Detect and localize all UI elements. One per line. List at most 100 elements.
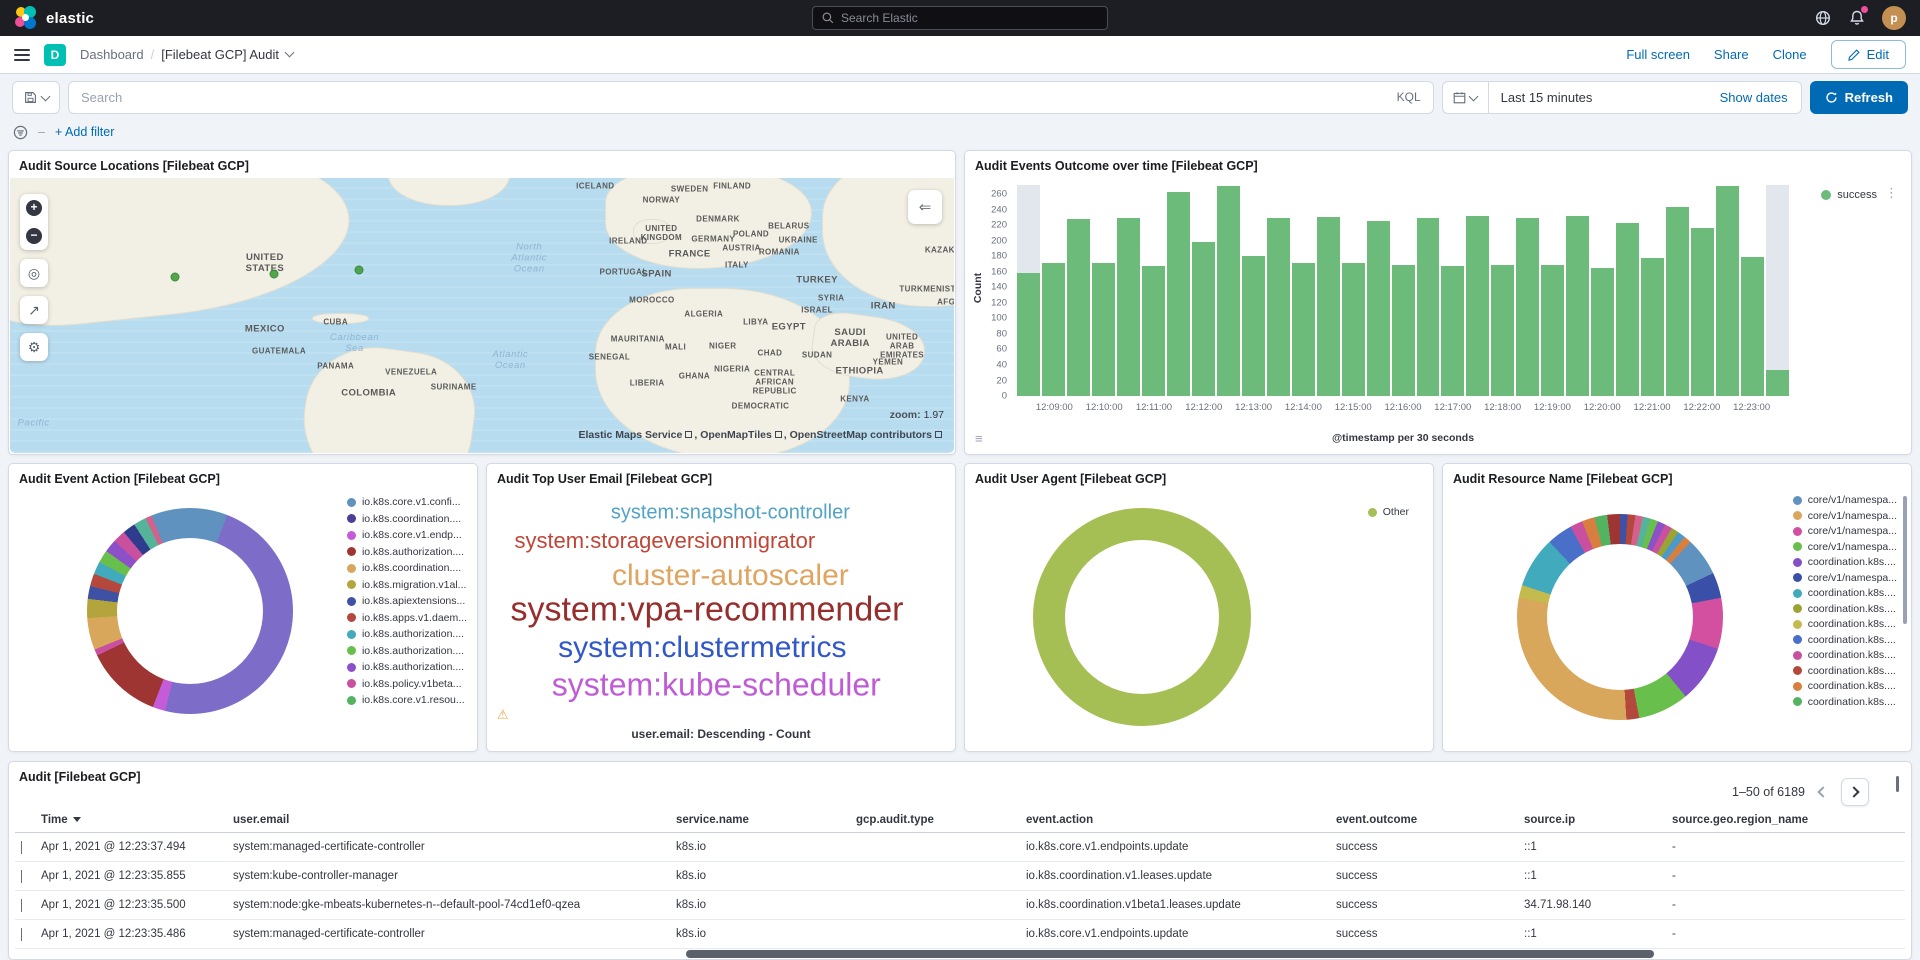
bar[interactable] [1741,257,1765,396]
legend-toggle-icon[interactable]: ≡ [975,431,983,446]
panel-title[interactable]: Audit Event Action [Filebeat GCP] [19,472,220,486]
legend-item[interactable]: coordination.k8s.... [1792,665,1897,677]
bar[interactable] [1416,218,1440,396]
legend-item[interactable]: io.k8s.apps.v1.daem... [346,612,467,624]
bar[interactable] [1017,272,1040,396]
expand-row-icon[interactable] [21,928,22,941]
map-location-dot[interactable] [354,265,364,275]
panel-title[interactable]: Audit Source Locations [Filebeat GCP] [19,159,249,173]
edit-button[interactable]: Edit [1830,40,1906,69]
bar[interactable] [1491,264,1515,396]
column-header-time[interactable]: Time [41,814,233,826]
kql-label[interactable]: KQL [1396,90,1421,104]
bar[interactable] [1616,223,1640,396]
show-dates-button[interactable]: Show dates [1719,89,1788,105]
bar[interactable] [1241,255,1265,396]
tag-cloud-word[interactable]: system:kube-scheduler [551,666,881,703]
panel-title[interactable]: Audit Resource Name [Filebeat GCP] [1453,472,1673,486]
expand-row-icon[interactable] [21,899,22,912]
map-location-dot[interactable] [170,272,180,282]
bar[interactable] [1216,185,1240,396]
bar[interactable] [1516,217,1540,396]
panel-title[interactable]: Audit User Agent [Filebeat GCP] [975,472,1167,486]
legend-item[interactable]: core/v1/namespa... [1792,494,1897,506]
panel-title[interactable]: Audit [Filebeat GCP] [19,770,141,784]
tag-cloud-word[interactable]: system:storageversionmigrator [514,528,816,554]
filter-icon[interactable] [13,125,28,140]
legend-item[interactable]: io.k8s.authorization.... [346,628,467,640]
table-vertical-scrollbar[interactable] [1896,776,1899,792]
legend-item[interactable]: io.k8s.coordination.... [346,562,467,574]
legend-item[interactable]: core/v1/namespa... [1792,510,1897,522]
bar[interactable] [1041,263,1065,396]
legend-item[interactable]: coordination.k8s.... [1792,696,1897,708]
map-zoom-out-button[interactable]: − [20,222,48,250]
kql-search-input[interactable]: Search KQL [68,80,1434,114]
breadcrumb-dashboard[interactable]: Dashboard [80,47,144,62]
map-attribution-link[interactable]: OpenStreetMap contributors [789,429,932,441]
legend-item[interactable]: core/v1/namespa... [1792,541,1897,553]
legend-item[interactable]: core/v1/namespa... [1792,572,1897,584]
legend-item[interactable]: io.k8s.apiextensions... [346,595,467,607]
tag-cloud-word[interactable]: system:clustermetrics [558,630,847,664]
legend-item[interactable]: io.k8s.authorization.... [346,661,467,673]
panel-title[interactable]: Audit Events Outcome over time [Filebeat… [975,159,1258,173]
elastic-logo[interactable]: elastic [14,6,94,30]
bar[interactable] [1066,219,1090,396]
legend-item[interactable]: io.k8s.core.v1.resou... [346,694,467,706]
add-filter-button[interactable]: + Add filter [54,125,115,139]
global-search-input[interactable]: Search Elastic [812,6,1108,30]
panel-options-icon[interactable]: ⋮ [1885,185,1898,200]
full-screen-button[interactable]: Full screen [1626,47,1690,62]
space-badge[interactable]: D [44,43,66,66]
time-range-value[interactable]: Last 15 minutes [1500,89,1593,105]
map-tools-button[interactable]: ⚙ [20,333,48,361]
bar[interactable] [1116,218,1140,396]
chevron-down-icon[interactable] [284,47,295,58]
bar[interactable] [1641,257,1665,396]
bar[interactable] [1316,216,1340,396]
tag-cloud-word[interactable]: cluster-autoscaler [611,558,849,592]
bar[interactable] [1141,265,1165,396]
legend-scrollbar[interactable] [1903,496,1907,624]
legend-item[interactable]: coordination.k8s.... [1792,649,1897,661]
bar[interactable] [1466,216,1490,396]
share-button[interactable]: Share [1713,47,1749,62]
horizontal-scrollbar-thumb[interactable] [686,950,1654,958]
expand-row-icon[interactable] [21,870,22,883]
alerts-bell-icon[interactable] [1848,6,1868,27]
user-avatar[interactable]: p [1882,6,1906,30]
bar[interactable] [1541,264,1565,396]
panel-title[interactable]: Audit Top User Email [Filebeat GCP] [497,472,713,486]
legend-item[interactable]: io.k8s.policy.v1beta... [346,678,467,690]
legend-item[interactable]: io.k8s.migration.v1al... [346,579,467,591]
map-zoom-in-button[interactable]: + [20,194,48,222]
warning-icon[interactable]: ⚠ [497,707,509,722]
bar[interactable] [1266,218,1290,396]
tag-cloud-word[interactable]: system:snapshot-controller [610,501,850,524]
map-measure-button[interactable]: ↗ [20,296,48,324]
clone-button[interactable]: Clone [1772,47,1807,62]
map-layers-collapse-button[interactable]: ⇐ [908,190,942,224]
next-page-button[interactable] [1841,778,1869,806]
legend-item[interactable]: Other [1367,506,1409,518]
saved-query-button[interactable] [12,80,60,114]
legend-item[interactable]: io.k8s.authorization.... [346,645,467,657]
legend-item[interactable]: io.k8s.core.v1.endp... [346,529,467,541]
legend-item[interactable]: core/v1/namespa... [1792,525,1897,537]
bar[interactable] [1766,370,1790,396]
bar[interactable] [1566,216,1590,396]
legend-item[interactable]: coordination.k8s.... [1792,680,1897,692]
map-location-dot[interactable] [269,269,279,279]
help-globe-icon[interactable] [1814,9,1832,27]
legend-item[interactable]: io.k8s.core.v1.confi... [346,496,467,508]
legend-item[interactable]: io.k8s.authorization.... [346,546,467,558]
chart-legend[interactable]: success [1821,189,1877,201]
date-picker-calendar-button[interactable] [1443,81,1489,113]
legend-item[interactable]: io.k8s.coordination.... [346,513,467,525]
map-fit-bounds-button[interactable]: ◎ [20,259,48,287]
bar[interactable] [1366,220,1390,396]
bar[interactable] [1291,263,1315,396]
bar[interactable] [1691,228,1715,396]
bar[interactable] [1166,191,1190,396]
